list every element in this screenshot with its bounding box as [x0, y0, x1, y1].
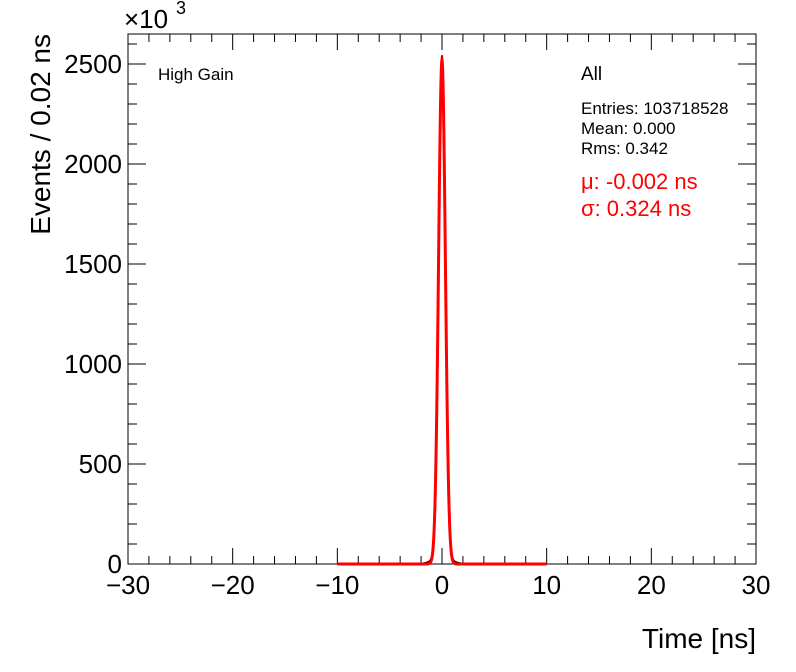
stats-rms: Rms: 0.342 — [581, 139, 668, 158]
y-tick-label: 0 — [108, 549, 122, 579]
y-tick-label: 1500 — [64, 249, 122, 279]
x-axis-title: Time [ns] — [642, 623, 756, 654]
x-tick-label: 30 — [742, 570, 771, 600]
stats-title: All — [581, 64, 602, 85]
y-multiplier: ×10 — [124, 4, 168, 34]
x-tick-label: 0 — [435, 570, 449, 600]
x-tick-labels: −30 −20 −10 0 10 20 30 — [106, 570, 771, 600]
fit-sigma: σ: 0.324 ns — [581, 196, 691, 221]
stats-entries: Entries: 103718528 — [581, 99, 728, 118]
histogram-series — [422, 55, 462, 565]
x-tick-label: −20 — [211, 570, 255, 600]
fit-mu: μ: -0.002 ns — [581, 169, 698, 194]
y-tick-label: 2500 — [64, 49, 122, 79]
y-tick-label: 500 — [79, 449, 122, 479]
x-tick-label: 20 — [637, 570, 666, 600]
y-tick-label: 1000 — [64, 349, 122, 379]
annotation-high-gain: High Gain — [158, 65, 234, 84]
stats-mean: Mean: 0.000 — [581, 119, 676, 138]
x-tick-label: 10 — [532, 570, 561, 600]
y-axis-title: Events / 0.02 ns — [25, 34, 56, 235]
x-tick-label: −30 — [106, 570, 150, 600]
y-tick-label: 2000 — [64, 149, 122, 179]
gaussian-fit-curve — [337, 54, 547, 566]
x-tick-label: −10 — [315, 570, 359, 600]
axis-ticks — [127, 34, 757, 565]
y-multiplier-exponent: 3 — [176, 0, 186, 18]
y-tick-labels: 0 500 1000 1500 2000 2500 — [64, 49, 122, 579]
